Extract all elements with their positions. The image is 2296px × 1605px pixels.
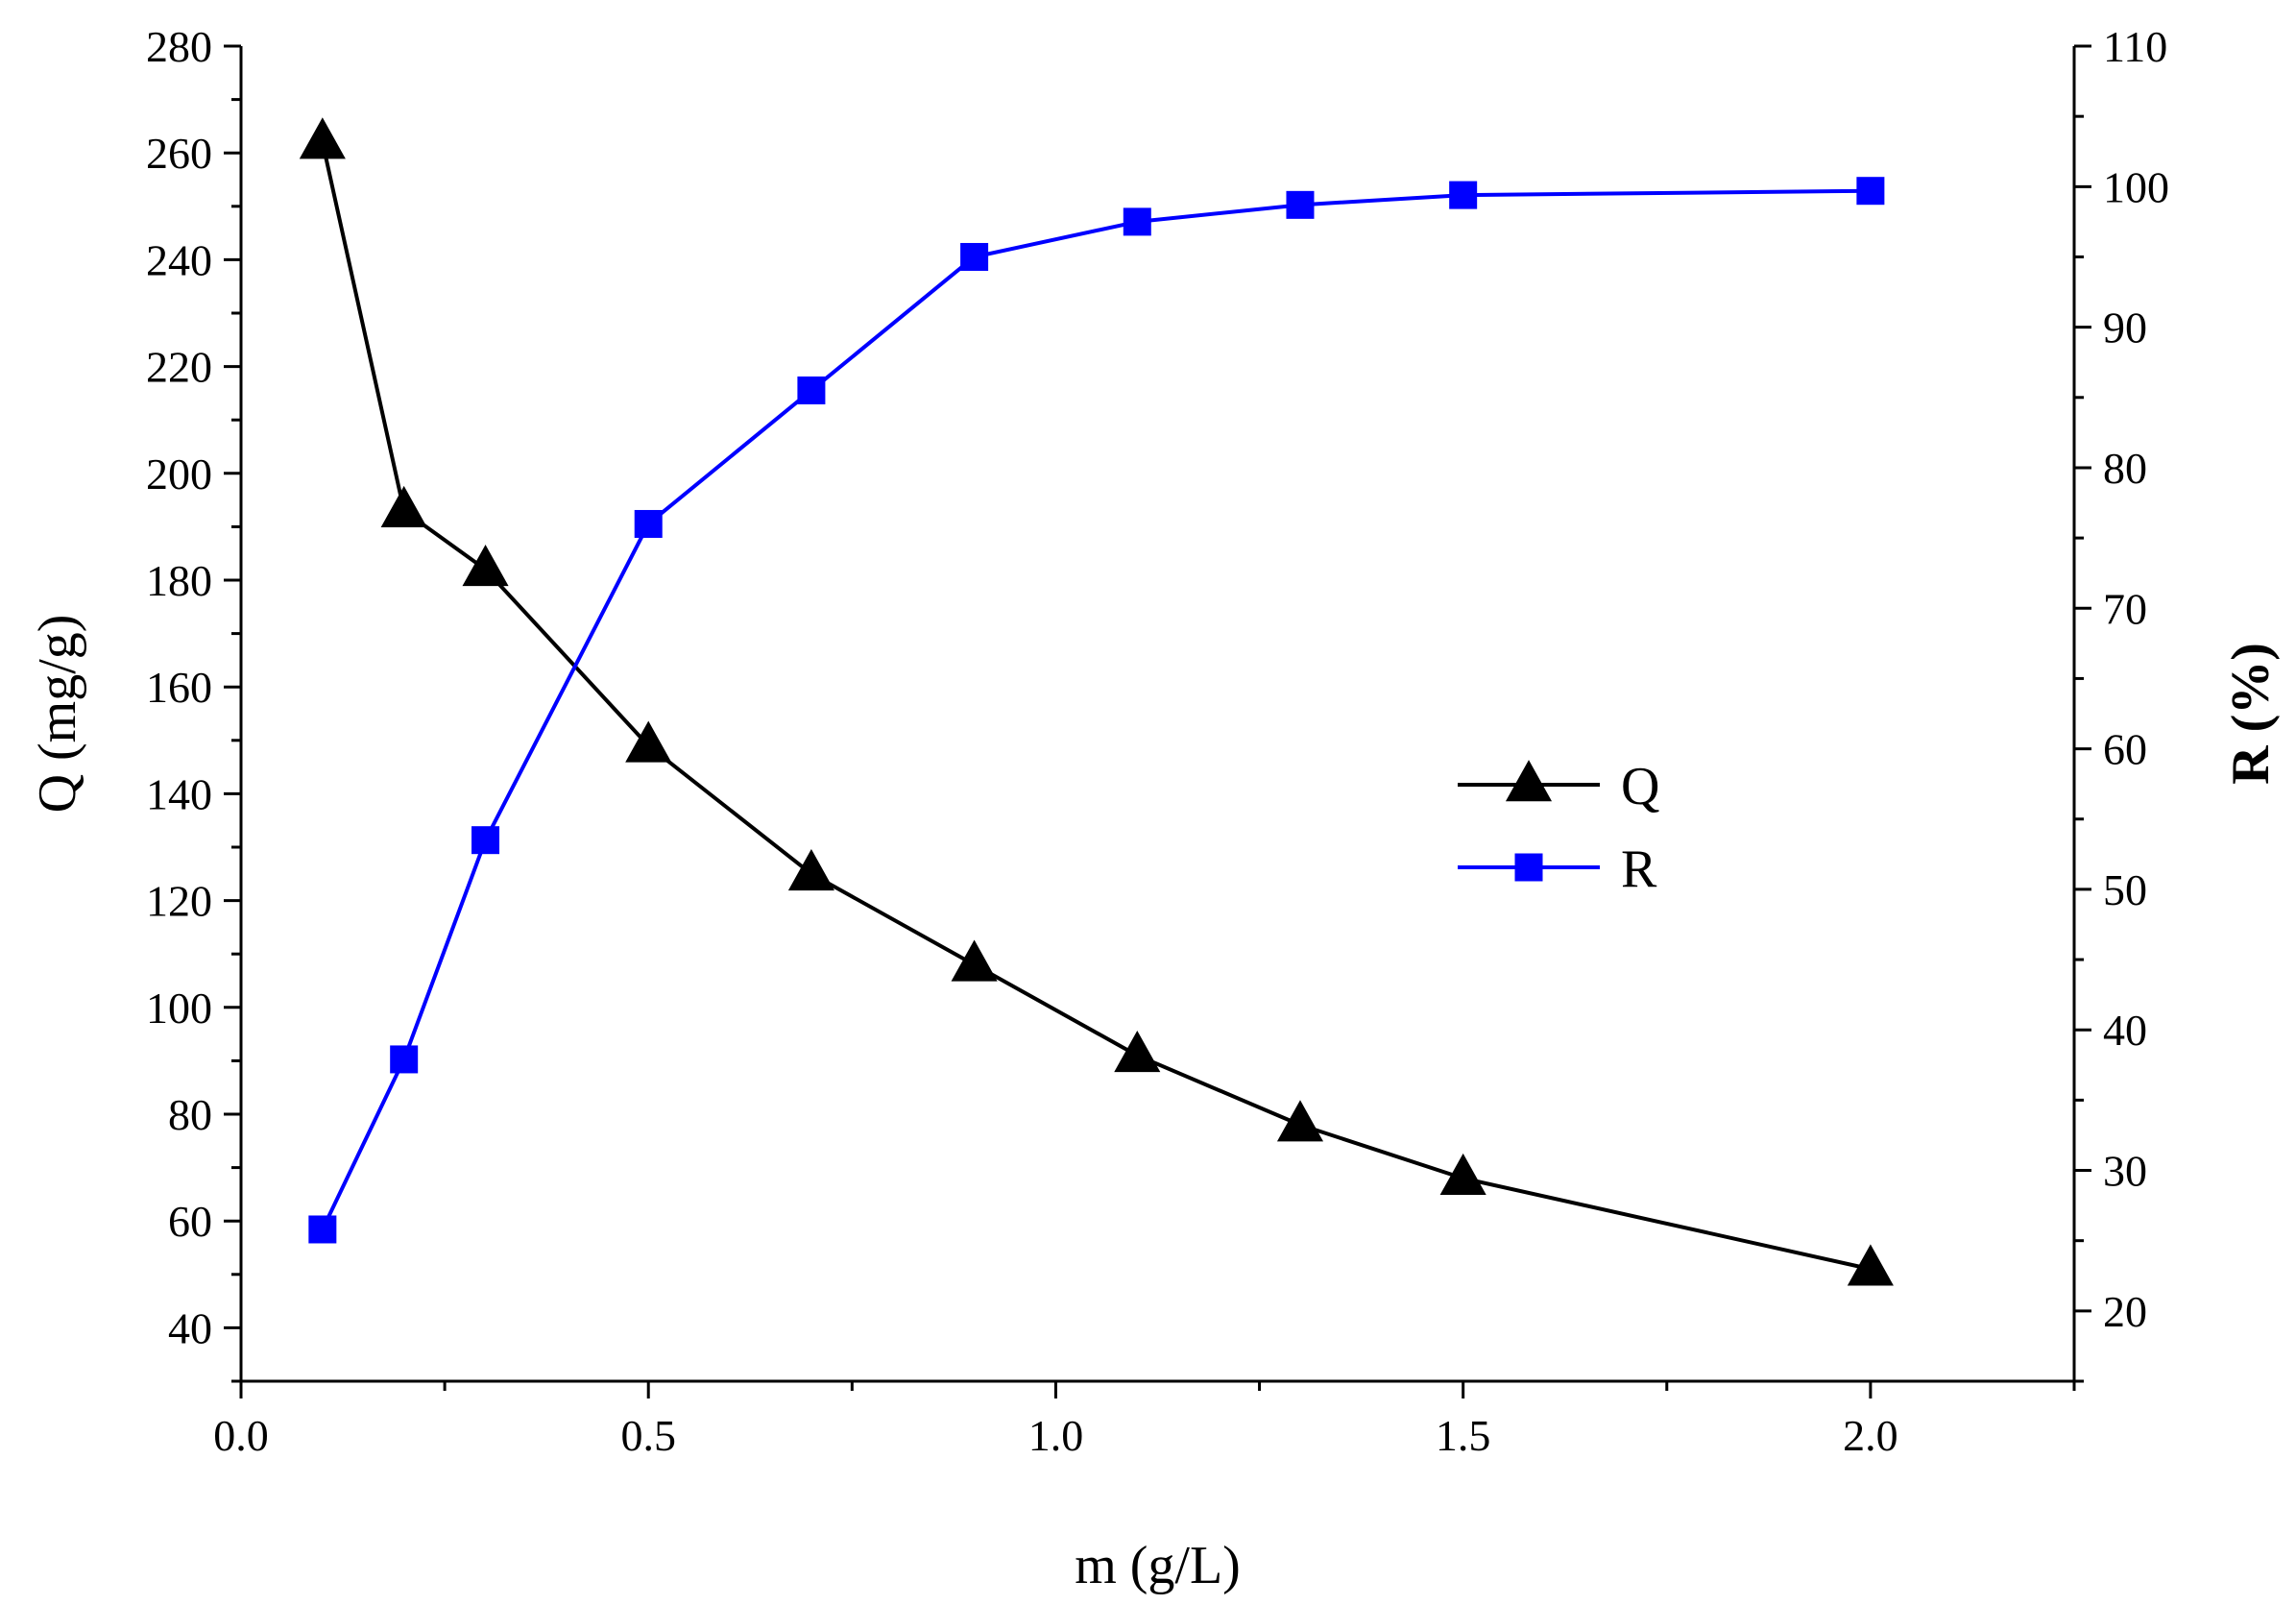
- legend-r-label: R: [1621, 839, 1657, 899]
- series-r-point: [960, 242, 989, 271]
- series-r-point: [1286, 190, 1315, 219]
- y-right-tick-label: 30: [2103, 1147, 2147, 1196]
- y-left-tick-label: 120: [146, 877, 212, 926]
- series-r-point: [634, 509, 663, 538]
- series-r-point: [797, 376, 826, 404]
- y-right-tick-label: 40: [2103, 1006, 2147, 1055]
- series-q-point: [299, 117, 346, 159]
- series-r-point: [1856, 177, 1885, 206]
- series-q-line: [320, 141, 1872, 1272]
- y-right-tick-label: 80: [2103, 444, 2147, 493]
- y-left-axis-title: Q (mg/g): [28, 615, 87, 814]
- y-left-tick-label: 200: [146, 450, 212, 499]
- legend-r-marker: [1514, 853, 1543, 882]
- y-right-tick-label: 20: [2103, 1287, 2147, 1336]
- y-left-tick-label: 80: [168, 1090, 212, 1139]
- series-q-point: [787, 848, 834, 891]
- series-q-point: [951, 939, 998, 982]
- series-q-point: [462, 545, 509, 587]
- y-left-tick-label: 280: [146, 22, 212, 71]
- y-left-tick-label: 180: [146, 556, 212, 605]
- y-left-tick-label: 40: [168, 1303, 212, 1352]
- legend-q-label: Q: [1621, 757, 1659, 816]
- series-q-point: [1439, 1153, 1486, 1196]
- y-left-tick-label: 240: [146, 235, 212, 284]
- y-left-tick-label: 260: [146, 129, 212, 178]
- x-tick-label: 1.0: [1028, 1411, 1084, 1460]
- y-right-tick-label: 70: [2103, 584, 2147, 633]
- series-r-point: [1123, 207, 1151, 236]
- y-right-tick-label: 50: [2103, 865, 2147, 914]
- y-right-tick-label: 100: [2103, 162, 2169, 211]
- y-left-tick-label: 160: [146, 663, 212, 712]
- y-right-tick-label: 60: [2103, 725, 2147, 774]
- x-tick-label: 0.5: [620, 1411, 676, 1460]
- y-right-axis-title: R (%): [2221, 643, 2281, 785]
- series-r-point: [390, 1045, 419, 1074]
- series-r-line: [321, 188, 1871, 1230]
- series-r-point: [308, 1215, 337, 1244]
- series-q-point: [625, 720, 672, 763]
- series-r-point: [1449, 181, 1478, 209]
- y-left-tick-label: 100: [146, 984, 212, 1033]
- series-q-point: [1276, 1100, 1324, 1142]
- y-left-tick-label: 60: [168, 1197, 212, 1246]
- series-q-point: [380, 485, 427, 528]
- y-left-tick-label: 220: [146, 343, 212, 392]
- series-r-point: [471, 826, 500, 855]
- x-tick-label: 0.0: [213, 1411, 269, 1460]
- series-q-point: [1847, 1244, 1894, 1286]
- y-right-tick-label: 110: [2103, 22, 2167, 71]
- x-axis-title: m (g/L): [1075, 1536, 1241, 1595]
- x-tick-label: 2.0: [1843, 1411, 1898, 1460]
- y-right-tick-label: 90: [2103, 304, 2147, 353]
- legend-q-marker: [1505, 760, 1553, 802]
- x-tick-label: 1.5: [1436, 1411, 1491, 1460]
- y-left-tick-label: 140: [146, 769, 212, 818]
- series-q-point: [1114, 1031, 1161, 1073]
